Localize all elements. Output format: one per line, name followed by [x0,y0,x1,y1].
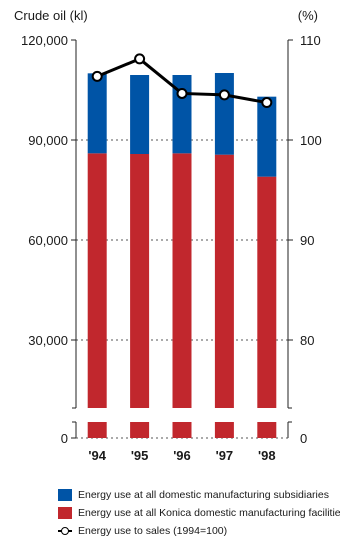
left-axis-title: Crude oil (kl) [14,8,88,23]
bar-konica-facilities-base [257,422,277,438]
point-energy-to-sales [176,87,188,99]
left-tick-label: 0 [61,431,68,446]
left-tick-label: 30,000 [28,333,68,348]
bar-konica-facilities [172,153,192,408]
bar-konica-facilities [130,154,150,408]
x-tick-label: '97 [216,448,234,463]
bar-konica-facilities-base [87,422,107,438]
legend-swatch-konica-facilities [58,507,72,519]
legend-label-energy-to-sales: Energy use to sales (1994=100) [78,525,228,537]
bar-konica-facilities-base [214,422,234,438]
bar-konica-facilities [257,176,277,408]
x-tick-label: '98 [258,448,276,463]
bar-subsidiaries [257,96,277,177]
point-energy-to-sales [134,53,146,65]
bar-konica-facilities [214,154,234,408]
right-tick-label: 0 [300,431,307,446]
bar-subsidiaries [87,73,107,154]
legend-item-subsidiaries: Energy use at all domestic manufacturing… [58,486,340,504]
right-tick-label: 80 [300,333,314,348]
point-energy-to-sales [261,97,273,109]
bar-konica-facilities [87,153,107,408]
right-tick-label: 100 [300,133,322,148]
left-tick-label: 60,000 [28,233,68,248]
right-tick-label: 90 [300,233,314,248]
right-axis-title: (%) [298,8,318,23]
bar-konica-facilities-base [172,422,192,438]
legend-item-energy-to-sales: Energy use to sales (1994=100) [58,522,340,540]
left-tick-label: 90,000 [28,133,68,148]
legend-item-konica-facilities: Energy use at all Konica domestic manufa… [58,504,340,522]
bar-subsidiaries [130,75,150,154]
x-tick-label: '96 [173,448,191,463]
legend-label-subsidiaries: Energy use at all domestic manufacturing… [78,489,329,501]
right-tick-label: 110 [300,33,321,48]
legend-marker-energy-to-sales [58,525,72,537]
point-energy-to-sales [218,89,230,101]
x-tick-label: '94 [88,448,106,463]
point-energy-to-sales [91,70,103,82]
bar-subsidiaries [214,73,234,155]
bar-konica-facilities-base [130,422,150,438]
legend: Energy use at all domestic manufacturing… [58,486,340,540]
legend-label-konica-facilities: Energy use at all Konica domestic manufa… [78,507,340,519]
legend-swatch-subsidiaries [58,489,72,501]
x-tick-label: '95 [131,448,149,463]
left-tick-label: 120,000 [21,33,68,48]
chart: Crude oil (kl) (%) 120,000 110 90,000 100 60,0… [14,8,322,463]
